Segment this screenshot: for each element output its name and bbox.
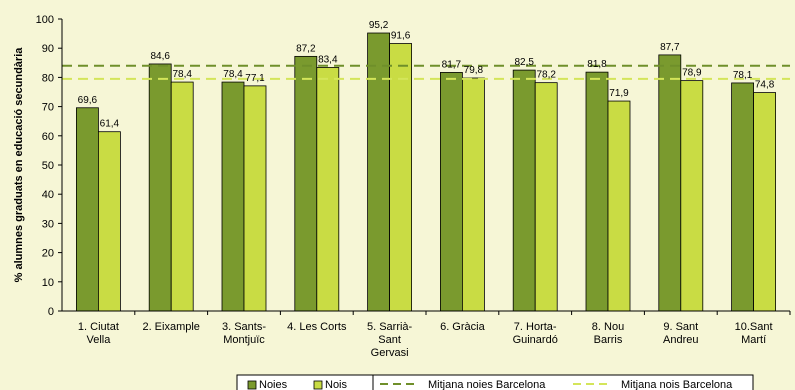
value-label-noies: 87,2 — [296, 43, 316, 54]
value-label-noies: 81,8 — [587, 59, 607, 70]
bar-nois — [680, 80, 704, 312]
y-tick-label: 60 — [42, 131, 54, 143]
y-tick-label: 0 — [48, 306, 54, 318]
x-tick-label-line: 5. Sarrià- — [367, 321, 413, 333]
x-tick-label-line: Montjuïc — [223, 334, 265, 346]
x-tick-label-line: 4. Les Corts — [287, 321, 347, 333]
legend-averages: Mitjana noies Barcelona Mitjana nois Bar… — [372, 374, 754, 390]
value-label-noies: 95,2 — [369, 20, 389, 31]
value-label-nois: 77,1 — [245, 73, 265, 84]
x-tick-label: 7. Horta-Guinardó — [513, 321, 558, 346]
value-label-noies: 78,1 — [733, 70, 753, 81]
value-label-noies: 84,6 — [150, 51, 170, 62]
legend-noies-swatch — [247, 380, 257, 390]
bar-nois — [170, 81, 194, 312]
bar-nois — [753, 92, 776, 312]
x-tick-label: 2. Eixample — [142, 321, 199, 333]
bar-noies — [585, 71, 609, 312]
value-label-noies: 82,5 — [514, 57, 534, 68]
bar-noies — [439, 72, 463, 312]
x-tick-label: 9. Sant Andreu — [663, 321, 698, 346]
x-tick-label: 6. Gràcia — [440, 321, 486, 333]
value-label-nois: 83,4 — [318, 54, 338, 65]
x-tick-label-line: Vella — [86, 334, 111, 346]
value-label-nois: 78,4 — [172, 69, 192, 80]
x-tick-label: 1. Ciutat Vella — [78, 321, 119, 346]
legend-nois-swatch — [313, 380, 323, 390]
value-label-nois: 78,2 — [536, 70, 556, 81]
value-label-nois: 61,4 — [100, 119, 120, 130]
value-label-noies: 78,4 — [223, 69, 243, 80]
y-axis: 0 10 20 30 40 50 60 70 80 90 100 — [36, 14, 62, 318]
x-tick-label-line: 3. Sants- — [222, 321, 266, 333]
x-tick-label: 3. Sants-Montjuïc — [222, 321, 266, 346]
bar-noies — [76, 107, 99, 312]
value-label-nois: 74,8 — [755, 80, 775, 91]
x-tick-label-line: 7. Horta- — [514, 321, 557, 333]
y-tick-label: 30 — [42, 218, 54, 230]
legend-avg-nois-label: Mitjana nois Barcelona — [621, 379, 733, 390]
bar-nois — [316, 67, 340, 312]
value-label-noies: 87,7 — [660, 42, 680, 53]
y-tick-label: 90 — [42, 43, 54, 55]
y-tick-label: 40 — [42, 189, 54, 201]
bar-nois — [243, 85, 267, 312]
y-tick-label: 80 — [42, 72, 54, 84]
legend-nois-label: Nois — [325, 379, 348, 390]
value-label-nois: 91,6 — [391, 31, 411, 42]
value-label-nois: 79,8 — [464, 65, 484, 76]
x-tick-label: 8. Nou Barris — [592, 321, 624, 346]
y-tick-label: 100 — [36, 14, 54, 26]
value-labels: 69,661,484,678,4 78,4 77,187,283,495,291,6… — [78, 20, 775, 130]
value-label-nois: 71,9 — [609, 88, 629, 99]
x-tick-label-line: Barris — [594, 334, 623, 346]
bar-noies — [367, 32, 391, 312]
legend-averages-box — [372, 374, 754, 390]
x-axis: 1. Ciutat Vella 2. Eixample 3. Sants-Montju… — [78, 311, 791, 359]
bar-noies — [148, 63, 172, 312]
bar-nois — [461, 77, 485, 312]
y-axis-title: % alumnes graduats en educació secundàri… — [13, 47, 25, 283]
legend-series: Noies Nois — [236, 374, 375, 390]
x-tick-label: 4. Les Corts — [287, 321, 347, 333]
x-tick-label: 5. Sarrià-Sant Gervasi — [367, 321, 413, 359]
y-tick-label: 50 — [42, 160, 54, 172]
x-tick-label-line: 1. Ciutat — [78, 321, 119, 333]
value-label-noies: 69,6 — [78, 95, 98, 106]
x-tick-label: 10.Sant Martí — [735, 321, 773, 346]
x-tick-label-line: Martí — [741, 334, 766, 346]
x-tick-label-line: 9. Sant — [663, 321, 698, 333]
legend-noies-label: Noies — [259, 379, 288, 390]
bar-noies — [512, 69, 536, 312]
x-tick-label-line: Guinardó — [513, 334, 558, 346]
x-tick-label-line: 2. Eixample — [142, 321, 199, 333]
legend-avg-noies-label: Mitjana noies Barcelona — [428, 379, 546, 390]
bar-nois — [607, 100, 631, 312]
x-tick-label-line: 8. Nou — [592, 321, 624, 333]
bar-nois — [389, 43, 413, 312]
bar-noies — [294, 55, 318, 312]
y-tick-label: 10 — [42, 277, 54, 289]
y-tick-label: 20 — [42, 248, 54, 260]
x-tick-label-line: 6. Gràcia — [440, 321, 486, 333]
bar-nois — [98, 131, 121, 312]
x-tick-label-line: Andreu — [663, 334, 698, 346]
legend-series-box — [236, 374, 375, 390]
bar-noies — [221, 81, 245, 312]
value-label-nois: 78,9 — [682, 68, 702, 79]
reference-lines — [62, 64, 790, 80]
y-tick-label: 70 — [42, 102, 54, 114]
x-tick-label-line: 10.Sant — [735, 321, 773, 333]
bar-nois — [534, 82, 558, 312]
x-tick-label-line: Gervasi — [371, 347, 409, 359]
x-tick-label-line: Sant — [378, 334, 401, 346]
bar-noies — [658, 54, 682, 312]
bar-noies — [731, 82, 754, 312]
value-label-noies: 81,7 — [442, 59, 462, 70]
